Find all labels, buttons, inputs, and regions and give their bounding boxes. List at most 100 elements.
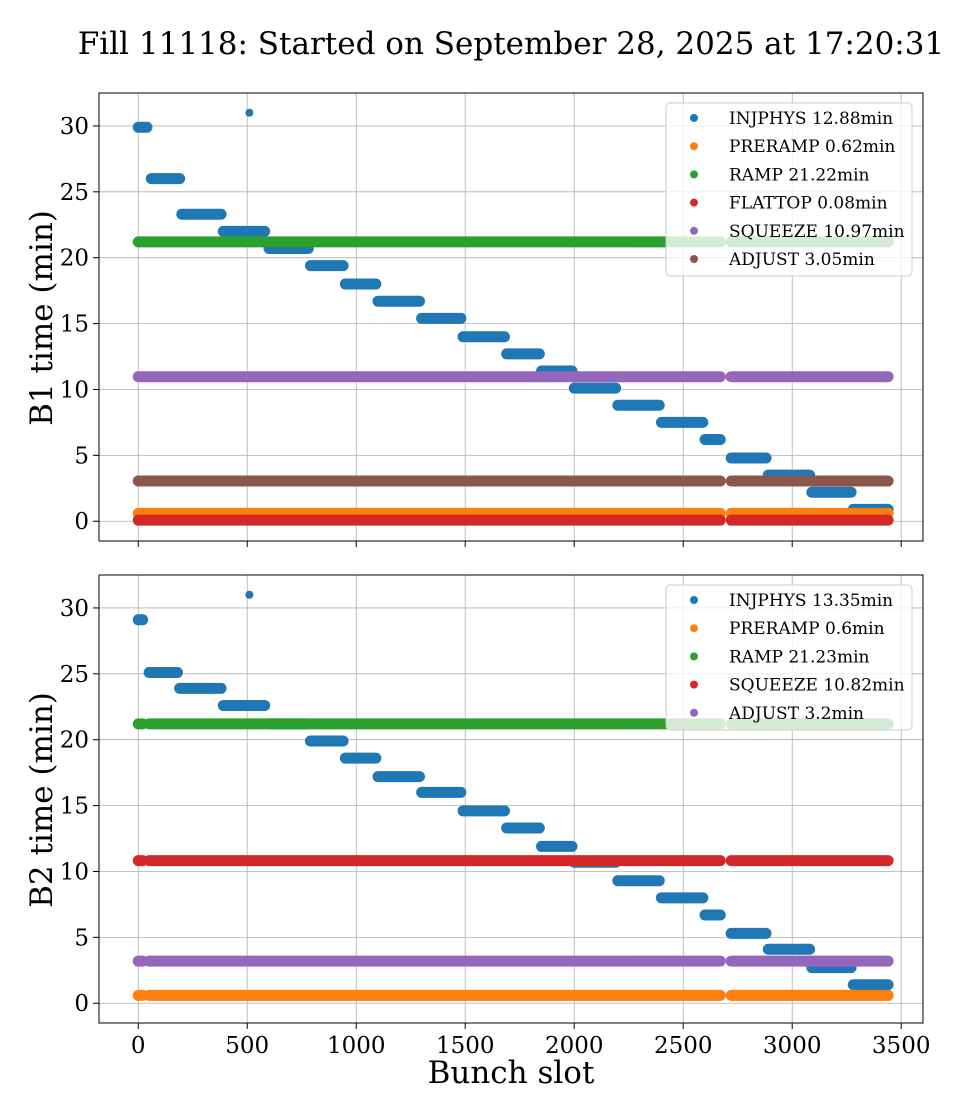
x-tick-label-3000: 3000 bbox=[763, 1033, 822, 1059]
series-b2-2-segment-0 bbox=[132, 718, 149, 730]
series-b1-0-segment-6 bbox=[339, 278, 382, 290]
series-b2-0-segment-2 bbox=[174, 682, 227, 694]
grid-b2: 0 500 1000 1500 2000 2500 3000 3500 0 5 10 15 20 25 30 bbox=[60, 575, 930, 1059]
x-tick-label-1500: 1500 bbox=[436, 1033, 495, 1059]
series-b2-0-point-0 bbox=[245, 590, 254, 599]
series-b1-5-segment-0 bbox=[132, 475, 726, 487]
y-tick-label-30: 30 bbox=[60, 114, 89, 140]
series-b1-0-segment-18 bbox=[806, 486, 857, 498]
series-b2-2-segment-1 bbox=[143, 718, 726, 730]
legend-marker-b1-2 bbox=[690, 170, 698, 179]
series-b1-0-segment-10 bbox=[501, 348, 545, 360]
series-b1-3-segment-1 bbox=[725, 514, 894, 526]
series-b2-0-segment-0 bbox=[132, 614, 149, 626]
series-b1-0-segment-5 bbox=[304, 260, 349, 272]
series-b2-4-segment-2 bbox=[725, 955, 894, 967]
legend-label-b2-4: ADJUST 3.2min bbox=[728, 704, 864, 724]
series-b2-0-segment-5 bbox=[304, 735, 349, 747]
legend-marker-b2-3 bbox=[690, 680, 698, 689]
y-tick-label-5: 5 bbox=[74, 443, 89, 469]
series-b2-3-segment-1 bbox=[143, 855, 726, 867]
x-tick-label-2000: 2000 bbox=[545, 1033, 604, 1059]
y-tick-label-20: 20 bbox=[60, 728, 89, 754]
y-tick-label-15: 15 bbox=[60, 312, 89, 338]
series-b1-0-segment-14 bbox=[655, 416, 709, 428]
series-b1-4-segment-0 bbox=[132, 371, 726, 383]
legend-label-b2-2: RAMP 21.23min bbox=[729, 647, 870, 667]
series-b1-0-segment-9 bbox=[457, 331, 510, 343]
legend-marker-b2-2 bbox=[690, 652, 698, 661]
legend-label-b1-1: PRERAMP 0.62min bbox=[729, 137, 895, 157]
series-b2-4 bbox=[132, 955, 894, 967]
legend-label-b2-3: SQUEEZE 10.82min bbox=[729, 676, 905, 696]
series-b2-1 bbox=[132, 989, 894, 1001]
series-b2-0-segment-8 bbox=[416, 786, 467, 798]
y-tick-label-30: 30 bbox=[60, 596, 89, 622]
x-tick-label-500: 500 bbox=[225, 1033, 269, 1059]
legend-marker-b1-0 bbox=[690, 114, 698, 122]
y-tick-label-0: 0 bbox=[74, 991, 89, 1017]
series-b1-5-segment-1 bbox=[725, 475, 894, 487]
y-tick-label-10: 10 bbox=[60, 859, 89, 885]
series-b2-0-segment-13 bbox=[612, 875, 665, 887]
series-b1-0-segment-15 bbox=[699, 434, 726, 446]
panel-b2: B2 time (min) Bunch slot 0 500 1000 1500 200… bbox=[24, 574, 930, 1091]
series-b1-2-segment-0 bbox=[132, 236, 726, 248]
series-b2-0-segment-7 bbox=[372, 771, 425, 783]
y-tick-label-10: 10 bbox=[60, 377, 89, 403]
series-b2-1-segment-2 bbox=[725, 989, 894, 1001]
series-b2-1-segment-0 bbox=[132, 989, 149, 1001]
legend-label-b1-5: ADJUST 3.05min bbox=[728, 250, 875, 270]
series-b2-0-segment-9 bbox=[457, 805, 510, 817]
axes-frame-b2 bbox=[98, 574, 924, 1024]
series-b2-0-segment-11 bbox=[536, 840, 578, 852]
legend-box-b1 bbox=[665, 102, 913, 277]
series-b1-0-segment-1 bbox=[145, 173, 186, 185]
panel-b1: B1 time (min) 0 5 10 15 20 25 30 INJPHYS 12.88m… bbox=[24, 92, 924, 547]
x-axis-label-b2: Bunch slot bbox=[428, 1055, 595, 1091]
series-b1-0-segment-13 bbox=[612, 399, 665, 411]
legend-label-b1-0: INJPHYS 12.88min bbox=[729, 109, 893, 129]
series-b1-4 bbox=[132, 371, 894, 383]
axes-frame-b1 bbox=[98, 92, 924, 542]
legend-label-b1-3: FLATTOP 0.08min bbox=[729, 194, 888, 214]
series-b1-0-point-0 bbox=[245, 108, 254, 117]
series-b1-0-segment-8 bbox=[416, 312, 467, 324]
series-b1-0-segment-16 bbox=[725, 452, 772, 464]
series-b1-0-segment-2 bbox=[176, 208, 227, 220]
series-b2-0-segment-17 bbox=[762, 943, 816, 955]
series-b2-0-segment-16 bbox=[725, 927, 772, 939]
series-b2-4-segment-0 bbox=[132, 955, 149, 967]
y-tick-label-25: 25 bbox=[60, 662, 89, 688]
series-b2-4-segment-1 bbox=[143, 955, 726, 967]
series-b2-0-segment-3 bbox=[217, 699, 271, 711]
series-b2-1-segment-1 bbox=[143, 989, 726, 1001]
series-b2-0-segment-19 bbox=[847, 979, 894, 991]
legend-label-b2-0: INJPHYS 13.35min bbox=[729, 591, 893, 611]
series-b1-3-segment-0 bbox=[132, 514, 726, 526]
legend-marker-b1-1 bbox=[690, 142, 698, 151]
x-tick-label-1000: 1000 bbox=[327, 1033, 386, 1059]
y-tick-label-20: 20 bbox=[60, 246, 89, 272]
series-b2-0-segment-6 bbox=[339, 752, 382, 764]
y-tick-label-15: 15 bbox=[60, 794, 89, 820]
x-tick-label-0: 0 bbox=[131, 1033, 146, 1059]
legend-label-b1-2: RAMP 21.22min bbox=[729, 165, 870, 185]
y-axis-label-b2: B2 time (min) bbox=[24, 692, 60, 908]
series-b1-0-segment-0 bbox=[132, 121, 153, 133]
y-axis-label-b1: B1 time (min) bbox=[24, 210, 60, 426]
series-b2-0-segment-15 bbox=[699, 909, 726, 921]
y-tick-label-5: 5 bbox=[74, 925, 89, 951]
figure-title: Fill 11118: Started on September 28, 202… bbox=[78, 26, 944, 62]
series-b1-5 bbox=[132, 475, 894, 487]
legend-label-b2-1: PRERAMP 0.6min bbox=[729, 619, 885, 639]
legend-box-b2 bbox=[665, 584, 913, 731]
series-b1-3 bbox=[132, 514, 894, 526]
series-b2-3-segment-0 bbox=[132, 855, 149, 867]
y-tick-label-25: 25 bbox=[60, 180, 89, 206]
series-b2-3 bbox=[132, 855, 894, 867]
y-tick-label-0: 0 bbox=[74, 509, 89, 535]
legend-b1: INJPHYS 12.88min PRERAMP 0.62min RAMP 21.2… bbox=[665, 102, 913, 277]
legend-marker-b2-1 bbox=[690, 624, 698, 633]
